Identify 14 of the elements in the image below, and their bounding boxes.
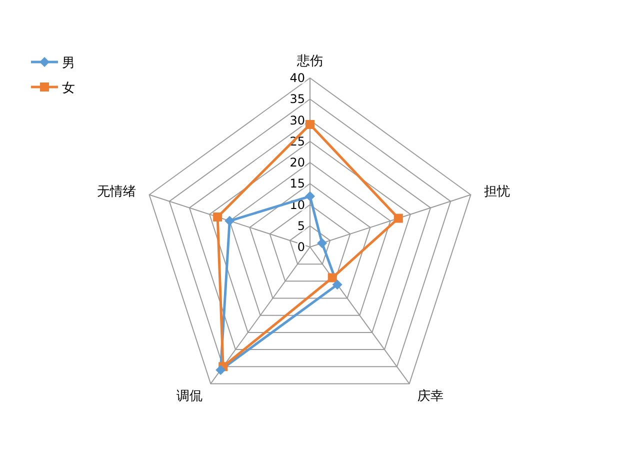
spoke-label: 担忧: [484, 184, 510, 200]
y-tick-label: 35: [290, 92, 305, 106]
spoke-label: 庆幸: [418, 389, 444, 404]
spoke-label: 调侃: [176, 389, 202, 404]
legend-label: 女: [62, 81, 75, 96]
y-tick-label: 15: [290, 176, 305, 191]
y-tick-label: 0: [297, 240, 305, 254]
legend-label: 男: [62, 56, 75, 71]
y-tick-label: 5: [297, 218, 305, 233]
y-tick-label: 30: [290, 113, 305, 128]
y-tick-label: 20: [290, 156, 305, 170]
spoke-label: 悲伤: [296, 54, 323, 69]
y-tick-label: 40: [290, 71, 305, 85]
spoke-label: 无情绪: [96, 184, 136, 200]
